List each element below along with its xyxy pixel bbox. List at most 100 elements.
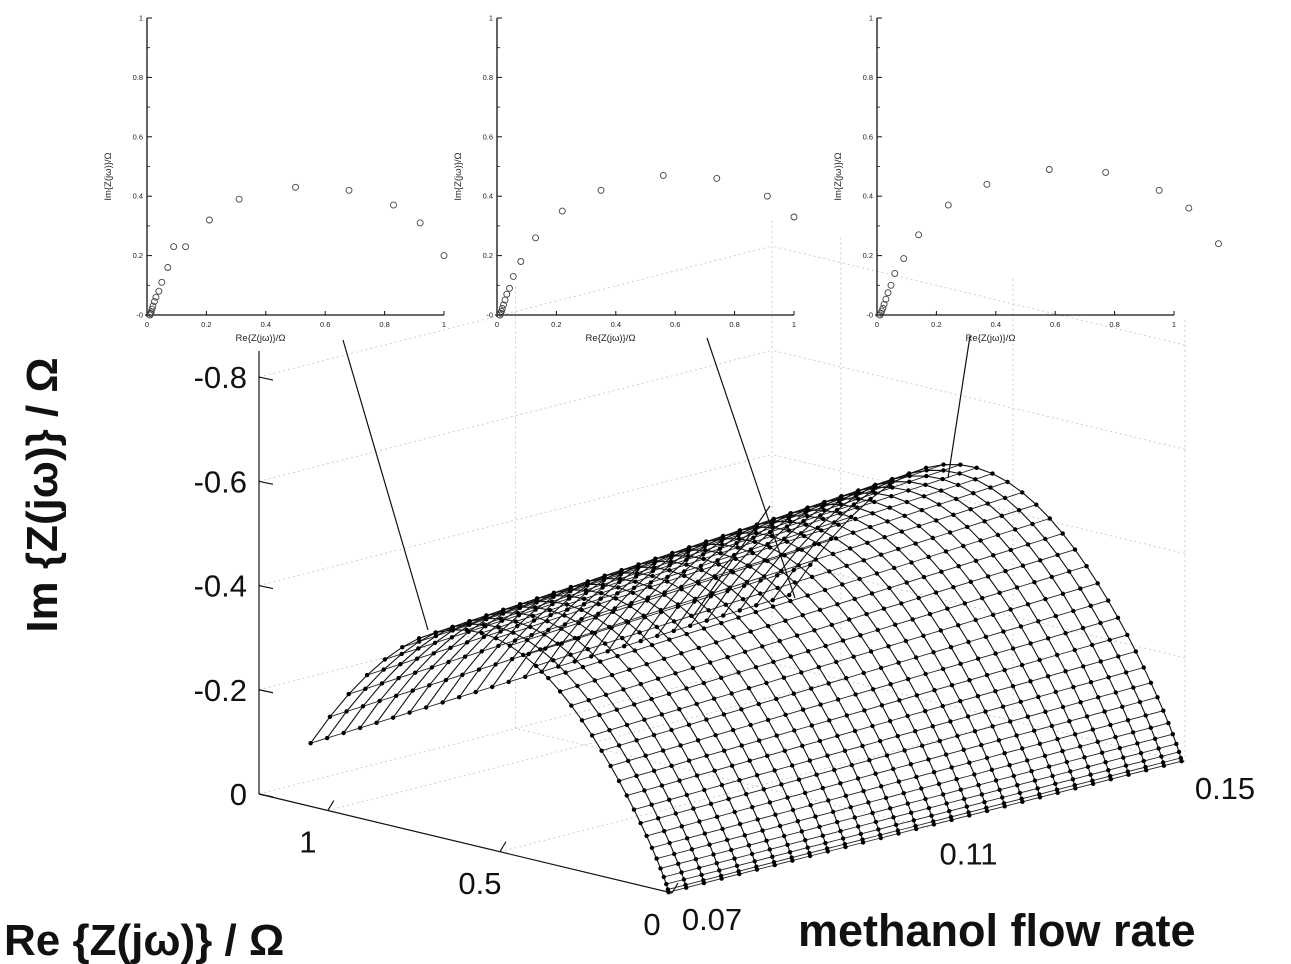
surface-point: [654, 624, 659, 630]
surface-point: [638, 681, 643, 687]
surface-point: [972, 772, 977, 777]
surface-point: [878, 552, 884, 557]
surface-point: [1043, 709, 1048, 714]
surface-point: [589, 654, 594, 659]
surface-point: [820, 505, 825, 510]
surface-point: [870, 488, 876, 493]
inset-y-tick-label: 0.8: [483, 73, 493, 82]
inset-x-tick-label: 0.6: [670, 320, 680, 329]
surface-point: [479, 649, 484, 654]
surface-point: [667, 568, 672, 573]
re-tick-label: 1: [299, 825, 316, 860]
surface-point: [852, 728, 858, 734]
surface-point: [669, 555, 674, 560]
surface-point: [665, 887, 671, 892]
surface-point: [902, 513, 907, 518]
surface-point: [754, 773, 760, 778]
surface-point: [954, 496, 959, 502]
surface-series-line: [788, 464, 1183, 762]
surface-connector: [466, 464, 961, 631]
surface-point: [684, 686, 689, 691]
surface-point: [870, 687, 876, 692]
surface-point: [852, 596, 857, 602]
surface-point: [765, 623, 771, 629]
inset-data-point: [345, 186, 353, 194]
surface-connector: [523, 491, 1023, 656]
surface-point: [429, 665, 435, 670]
surface-point: [476, 667, 482, 672]
surface-point: [547, 608, 553, 613]
surface-point: [669, 763, 674, 768]
surface-point: [708, 660, 713, 665]
surface-point: [745, 563, 750, 568]
surface-point: [481, 634, 487, 640]
surface-point: [1043, 596, 1048, 602]
surface-connector: [651, 710, 1164, 849]
surface-point: [940, 476, 945, 482]
surface-point: [816, 665, 821, 670]
surface-point: [694, 701, 699, 707]
leader-line: [947, 335, 971, 479]
surface-point: [1088, 772, 1093, 777]
surface-point: [884, 753, 890, 758]
flow-tick-label: 0.07: [682, 902, 742, 937]
surface-point: [679, 824, 684, 829]
surface-point: [967, 678, 972, 683]
im-tick: [258, 376, 274, 381]
inset-data-point: [440, 252, 448, 260]
surface-point: [725, 837, 730, 843]
surface-point: [324, 735, 330, 741]
surface-point: [548, 612, 553, 618]
surface-point: [638, 820, 643, 826]
inset-data-point: [558, 207, 566, 215]
surface-point: [856, 824, 861, 829]
grid-line: [258, 662, 773, 795]
surface-point: [1072, 647, 1077, 653]
surface-point: [1078, 586, 1083, 591]
surface-point: [771, 860, 777, 865]
surface-point: [739, 743, 744, 748]
surface-point: [695, 579, 701, 584]
surface-point: [910, 617, 915, 622]
im-tick-label: -0.4: [194, 569, 247, 604]
surface-point: [916, 523, 922, 529]
surface-point: [364, 672, 370, 678]
surface-point: [882, 535, 887, 540]
surface-point: [708, 801, 714, 806]
surface-point: [973, 617, 978, 623]
surface-point: [713, 733, 718, 738]
surface-point: [840, 582, 845, 587]
surface-point: [1143, 764, 1148, 770]
surface-point: [382, 657, 388, 662]
surface-connector: [571, 549, 1076, 707]
surface-connector: [535, 504, 1037, 667]
surface-point: [978, 538, 983, 543]
surface-point: [655, 633, 660, 639]
surface-point: [699, 872, 704, 878]
surface-point: [786, 528, 792, 533]
surface-point: [559, 641, 564, 646]
inset-data-point: [878, 307, 886, 315]
surface-point: [1007, 763, 1012, 768]
surface-point: [729, 763, 735, 768]
surface-point: [677, 707, 682, 712]
surface-point: [1078, 744, 1083, 749]
surface-point: [1070, 777, 1076, 782]
surface-point: [770, 854, 775, 859]
surface-point: [870, 810, 875, 816]
surface-point: [843, 793, 849, 798]
surface-point: [975, 656, 981, 661]
surface-connector: [666, 751, 1180, 885]
surface-point: [496, 625, 501, 630]
surface-point: [597, 712, 602, 718]
surface-point: [870, 723, 875, 729]
surface-series-line: [541, 549, 917, 830]
surface-point: [1125, 718, 1131, 723]
surface-point: [1082, 755, 1087, 760]
surface-point: [758, 591, 763, 596]
surface-point: [1085, 764, 1091, 769]
surface-point: [938, 488, 944, 493]
surface-point: [649, 696, 654, 702]
surface-point: [1096, 695, 1101, 700]
surface-point: [473, 689, 478, 695]
